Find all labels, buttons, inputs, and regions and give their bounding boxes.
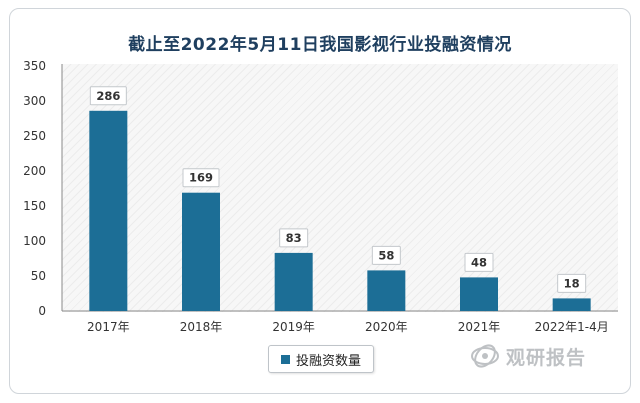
data-label: 83 — [286, 231, 302, 245]
data-label: 286 — [96, 89, 120, 103]
data-label: 169 — [189, 171, 213, 185]
x-tick-label: 2022年1-4月 — [535, 320, 609, 334]
legend-label: 投融资数量 — [295, 353, 361, 369]
x-tick-label: 2017年 — [87, 320, 130, 334]
logo-icon — [471, 344, 499, 368]
legend-swatch — [280, 354, 290, 364]
y-tick-label: 50 — [31, 269, 46, 283]
y-tick-label: 300 — [23, 94, 46, 108]
data-label: 18 — [564, 276, 580, 290]
y-tick-label: 350 — [23, 59, 46, 73]
bar — [182, 192, 220, 311]
bar — [89, 110, 128, 311]
data-label-box — [557, 273, 587, 293]
x-tick-label: 2019年 — [272, 320, 315, 334]
x-tick-label: 2018年 — [180, 320, 223, 334]
y-tick-label: 250 — [23, 129, 46, 143]
y-tick-label: 200 — [23, 164, 46, 178]
watermark-text: 观研报告 — [506, 346, 587, 369]
data-label-box — [464, 252, 494, 272]
data-label-box — [182, 168, 220, 188]
legend: 投融资数量 — [268, 345, 374, 373]
bar — [367, 270, 406, 311]
bar — [552, 298, 591, 311]
y-tick-label: 150 — [23, 199, 46, 213]
y-tick-label: 100 — [23, 234, 46, 248]
x-tick-label: 2020年 — [365, 320, 408, 334]
chart-title: 截止至2022年5月11日我国影视行业投融资情况 — [128, 35, 512, 55]
data-label: 48 — [471, 255, 487, 269]
watermark-logo: 观研报告 — [470, 336, 620, 376]
plot-area — [62, 64, 618, 312]
data-label: 58 — [378, 248, 394, 262]
data-label-box — [89, 86, 127, 106]
data-label-box — [371, 245, 401, 265]
bar — [460, 277, 498, 311]
x-tick-label: 2021年 — [458, 320, 501, 334]
y-tick-label: 0 — [38, 304, 46, 318]
bar — [274, 252, 313, 311]
data-label-box — [279, 228, 309, 248]
